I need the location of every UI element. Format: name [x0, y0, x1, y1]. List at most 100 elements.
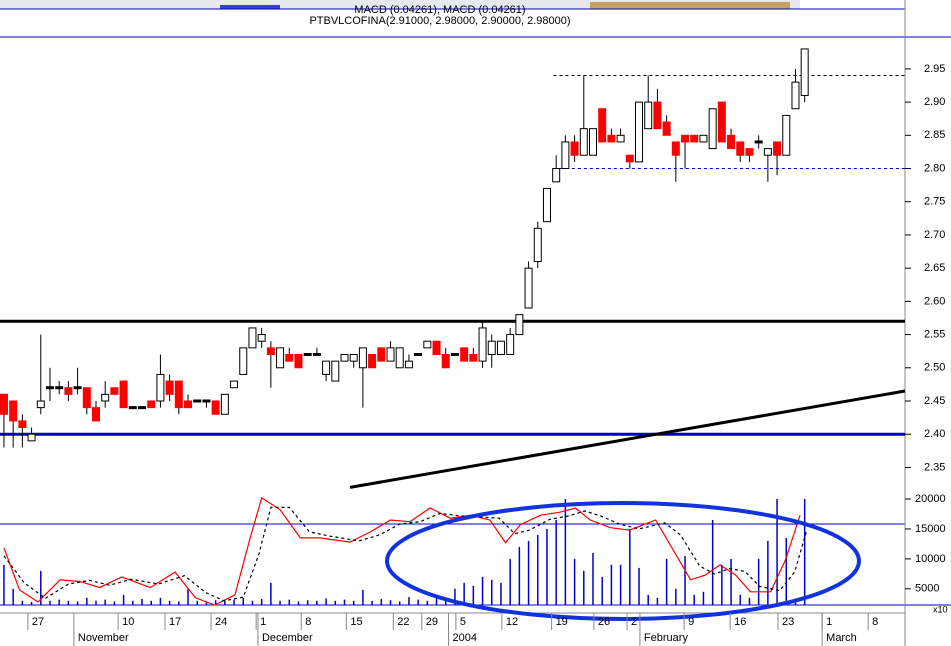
candle-body [441, 353, 450, 369]
candle-body [450, 352, 459, 356]
candle-body [598, 108, 607, 143]
y-tick-label: 2.65 [924, 262, 945, 274]
volume-bar [40, 570, 42, 605]
candle-body [147, 400, 156, 409]
candle-body [782, 114, 791, 156]
candle-body [552, 168, 561, 183]
candle-body [101, 393, 110, 402]
volume-bar [362, 590, 364, 605]
candle-body [331, 360, 340, 382]
volume-bar [601, 576, 603, 605]
volume-bar [398, 601, 401, 605]
candle-body [469, 353, 478, 362]
candle-body [745, 148, 754, 156]
volume-bar [555, 519, 557, 605]
y-tick-label: 2.70 [924, 229, 945, 241]
candle-body [239, 347, 248, 375]
volume-bar [251, 600, 254, 605]
y-tick-label: 2.60 [924, 295, 945, 307]
volume-bar [168, 600, 171, 605]
y-tick-label: 2.80 [924, 162, 945, 174]
volume-bar [647, 594, 649, 605]
volume-bar [739, 594, 742, 605]
candle-body [533, 227, 542, 263]
volume-bar [76, 601, 79, 605]
candle-body [542, 187, 551, 223]
volume-bar [334, 600, 337, 605]
candle-body [276, 347, 285, 369]
candle-body [432, 340, 441, 355]
x-tick-label: 22 [397, 616, 409, 628]
volume-bar [150, 600, 152, 605]
x-tick-label: 1 [826, 616, 832, 628]
candle-body [377, 347, 386, 362]
volume-bar [444, 599, 447, 605]
candle-body [248, 327, 257, 349]
candle-body [119, 380, 128, 409]
volume-bar [748, 597, 751, 605]
volume-bar [343, 599, 346, 605]
candle-body [386, 347, 395, 362]
candle-body [404, 360, 413, 369]
volume-bar [785, 537, 788, 605]
candle-body [487, 340, 496, 355]
volume-bar [629, 528, 631, 605]
x-tick-label: 1 [260, 616, 266, 628]
x-tick-label: 9 [688, 616, 694, 628]
y-tick-label: 15000 [915, 523, 946, 535]
candle-body [73, 386, 82, 390]
volume-bar [187, 588, 189, 605]
indicator-line [3, 496, 801, 606]
candle-body [174, 380, 183, 409]
candle-body [579, 128, 588, 156]
candle-body [220, 393, 229, 415]
candle-body [763, 148, 772, 156]
volume-bar [260, 599, 263, 605]
candle-body [460, 347, 469, 362]
month-label: December [262, 632, 313, 644]
candle-body [662, 121, 671, 136]
candle-body [0, 393, 8, 415]
candle-body [773, 141, 782, 156]
volume-bar [767, 540, 769, 605]
volume-bar [472, 585, 475, 605]
candle-body [82, 387, 91, 409]
candle-body [27, 433, 36, 442]
candle-body [322, 360, 331, 375]
candle-body [156, 373, 165, 402]
y-tick-label: 20000 [915, 493, 946, 505]
candle-body [395, 347, 404, 369]
x-tick-label: 29 [426, 616, 438, 628]
volume-bar [3, 564, 5, 605]
volume-bar [306, 600, 309, 605]
indicator-line [3, 506, 808, 602]
volume-bar [675, 588, 677, 605]
candle-body [800, 48, 809, 96]
volume-bar [693, 594, 695, 605]
y-tick-label: 2.45 [924, 395, 945, 407]
candle-body [368, 353, 377, 369]
y-tick-label: 2.35 [924, 461, 945, 473]
y-tick-label: 2.85 [924, 129, 945, 141]
y-tick-label: 2.55 [924, 328, 945, 340]
chart-title: PTBVLCOFINA(2.91000, 2.98000, 2.90000, 2… [309, 15, 570, 27]
volume-bar [178, 601, 180, 605]
volume-bar [721, 564, 723, 605]
candle-body [727, 134, 736, 150]
candle-body [138, 406, 147, 410]
volume-bar [352, 600, 355, 605]
x-tick-label: 19 [556, 616, 568, 628]
volume-bar [159, 597, 162, 605]
candle-body [671, 141, 680, 156]
volume-bar [583, 570, 585, 605]
volume-bar [702, 591, 705, 605]
macd-strip-bar [590, 2, 790, 9]
candle-body [625, 154, 634, 163]
volume-bar [196, 600, 198, 605]
volume-bar [417, 599, 419, 605]
candle-body [616, 134, 625, 143]
x-tick-label: 8 [305, 616, 311, 628]
candle-body [285, 353, 294, 362]
